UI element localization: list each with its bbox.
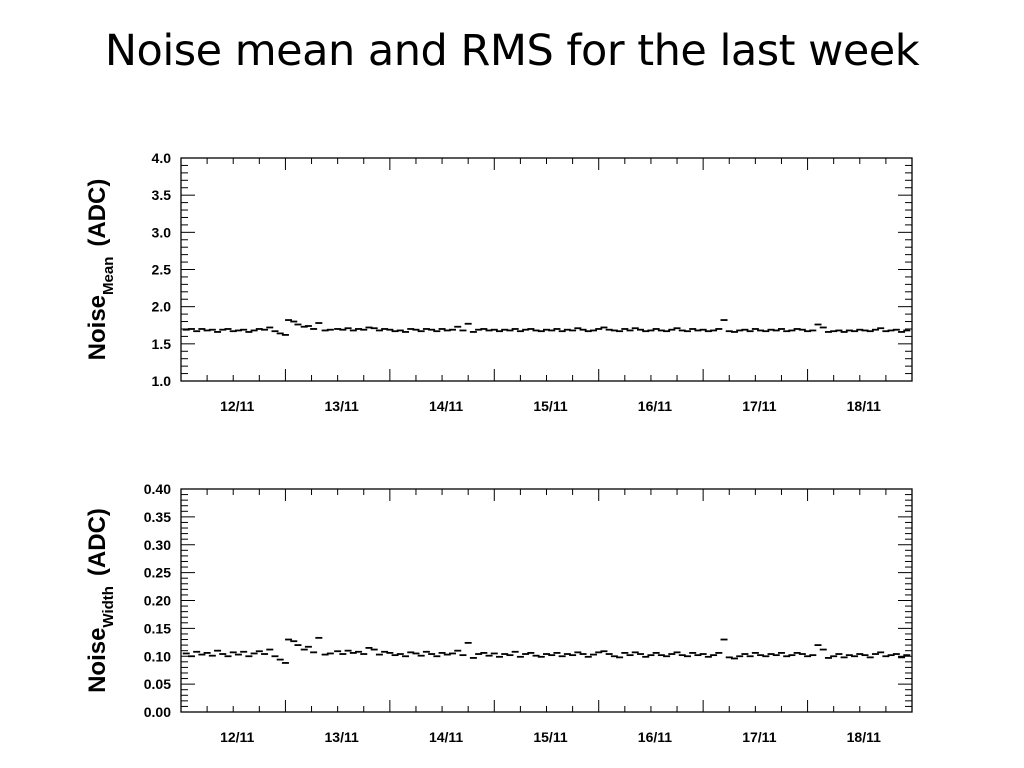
x-tick-label: 17/11 xyxy=(742,398,776,414)
y-tick-label: 4.0 xyxy=(152,150,172,166)
y-axis-label: NoiseMean (ADC) xyxy=(84,179,117,361)
y-tick-label: 2.0 xyxy=(152,299,172,315)
y-tick-label: 0.20 xyxy=(144,593,171,609)
x-tick-label: 18/11 xyxy=(847,729,881,745)
noise-width-chart: 0.00 0.05 0.10 0.15 0.20 0.25 0.30 0.35 0.40 12/1… xyxy=(84,481,913,745)
y-tick-label: 0.00 xyxy=(144,704,171,720)
x-tick-label: 14/11 xyxy=(429,729,463,745)
x-tick-label: 15/11 xyxy=(533,729,567,745)
y-tick-label: 0.15 xyxy=(144,620,171,636)
y-axis-label-unit: (ADC) xyxy=(84,508,111,576)
x-tick-label: 15/11 xyxy=(533,398,567,414)
noise-mean-chart: 1.0 1.5 2.0 2.5 3.0 3.5 4.0 12/11 13/11 14/11 15/1… xyxy=(84,150,913,414)
y-tick-label: 3.5 xyxy=(152,187,172,203)
y-tick-label: 0.25 xyxy=(144,565,171,581)
x-tick-label: 14/11 xyxy=(429,398,463,414)
x-tick-label: 13/11 xyxy=(325,398,359,414)
y-tick-label: 1.0 xyxy=(152,373,172,389)
slide-title: Noise mean and RMS for the last week xyxy=(104,26,920,76)
x-tick-label: 12/11 xyxy=(220,729,254,745)
x-tick-label: 18/11 xyxy=(847,398,881,414)
x-tick-label: 17/11 xyxy=(742,729,776,745)
y-axis-label-main: Noise xyxy=(84,295,111,360)
y-tick-label: 0.05 xyxy=(144,676,171,692)
y-tick-label: 1.5 xyxy=(152,336,172,352)
y-tick-label: 0.30 xyxy=(144,537,171,553)
y-tick-label: 3.0 xyxy=(152,224,172,240)
y-axis-label-sub: Mean xyxy=(100,257,117,295)
y-tick-label: 2.5 xyxy=(152,262,172,278)
y-tick-label: 0.10 xyxy=(144,648,171,664)
y-tick-label: 0.40 xyxy=(144,481,171,497)
y-tick-label: 0.35 xyxy=(144,509,171,525)
y-axis-label: NoiseWidth (ADC) xyxy=(84,508,117,693)
x-tick-label: 13/11 xyxy=(325,729,359,745)
plot-frame xyxy=(180,157,913,382)
x-tick-label: 16/11 xyxy=(638,398,672,414)
x-tick-label: 12/11 xyxy=(220,398,254,414)
y-axis-label-sub: Width xyxy=(100,586,117,628)
y-axis-label-main: Noise xyxy=(84,628,111,693)
x-tick-label: 16/11 xyxy=(638,729,672,745)
plot-frame xyxy=(180,488,913,713)
y-axis-label-unit: (ADC) xyxy=(84,179,111,247)
